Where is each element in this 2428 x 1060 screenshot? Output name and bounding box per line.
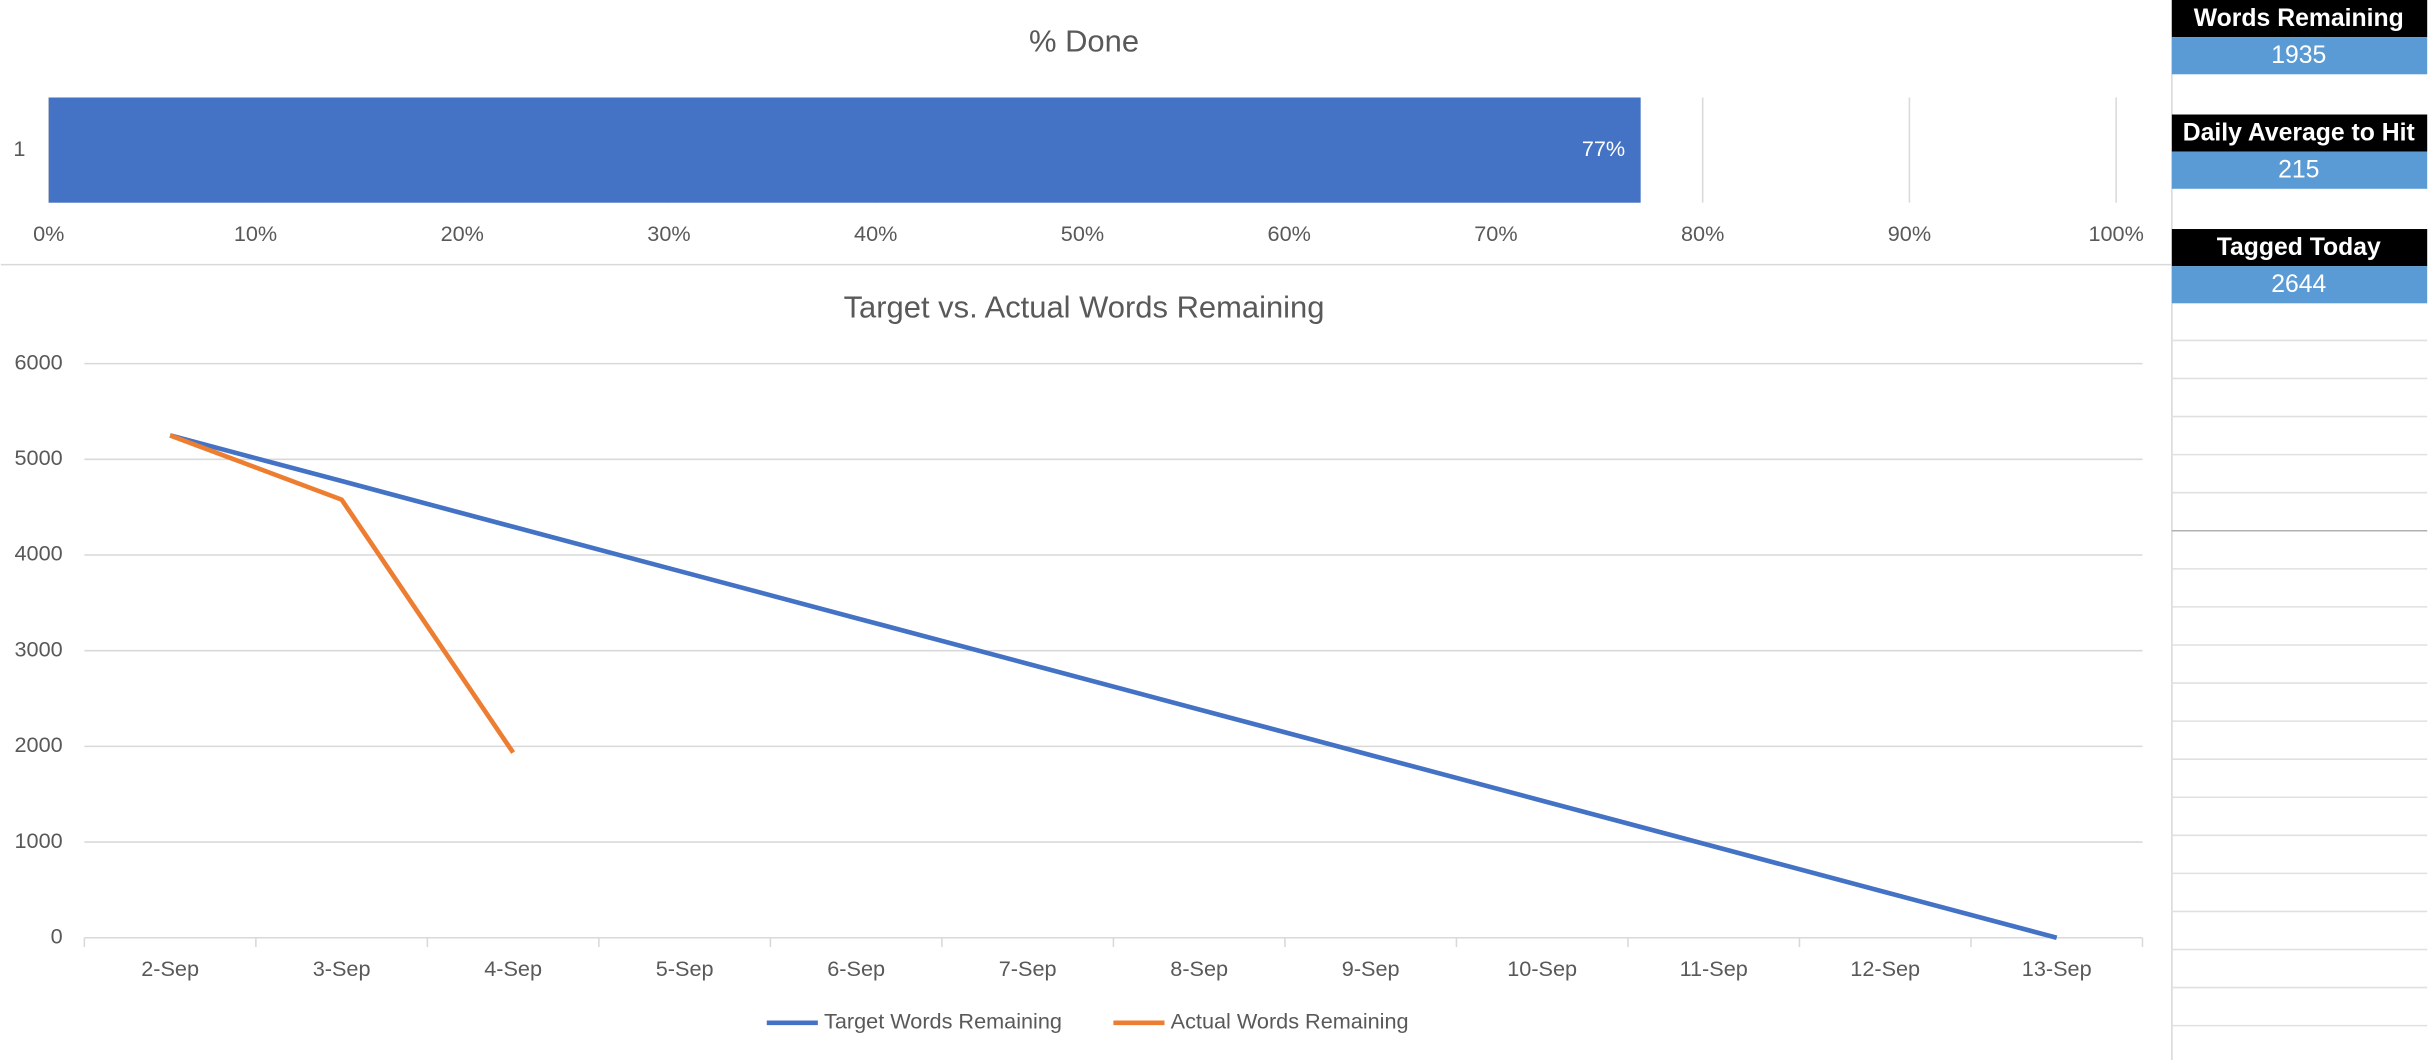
x-tick-label: 13-Sep (2022, 956, 2092, 981)
x-tick-label: 7-Sep (999, 956, 1057, 981)
x-tick-label: 5-Sep (656, 956, 714, 981)
x-tick-label: 30% (647, 221, 690, 246)
y-tick-label: 4000 (15, 541, 63, 566)
x-tick-label: 3-Sep (313, 956, 371, 981)
x-tick-label: 80% (1681, 221, 1724, 246)
header-text: Daily Average to Hit (2183, 119, 2415, 146)
x-tick-label: 0% (33, 221, 64, 246)
x-tick-label: 70% (1474, 221, 1517, 246)
bar (48, 97, 1641, 203)
x-tick-label: 60% (1268, 221, 1311, 246)
x-tick-label: 12-Sep (1850, 956, 1920, 981)
line-series (169, 433, 516, 754)
value-cell (2171, 151, 2428, 189)
data-label: 77% (1582, 136, 1625, 161)
legend-label: Target Words Remaining (824, 1009, 1062, 1034)
x-tick-label: 50% (1061, 221, 1104, 246)
chart-title: % Done (1029, 24, 1139, 59)
x-tick-label: 20% (441, 221, 484, 246)
header-text: Words Remaining (2194, 5, 2404, 32)
header-cell (2171, 229, 2428, 267)
header-cell (2171, 114, 2428, 152)
x-tick-label: 11-Sep (1680, 956, 1748, 981)
x-tick-label: 10-Sep (1507, 956, 1577, 981)
y-tick-label: 3000 (15, 636, 63, 661)
y-tick-label: 1000 (15, 828, 63, 853)
y-tick-label: 0 (51, 923, 63, 948)
x-tick-label: 4-Sep (484, 956, 542, 981)
y-tick-label: 5000 (15, 445, 63, 470)
x-tick-label: 90% (1888, 221, 1931, 246)
line-series (169, 433, 2058, 940)
value-cell (2171, 266, 2428, 304)
x-tick-label: 8-Sep (1170, 956, 1228, 981)
header-text: Tagged Today (2217, 234, 2381, 261)
x-tick-label: 6-Sep (827, 956, 885, 981)
x-tick-label: 100% (2088, 221, 2143, 246)
legend-label: Actual Words Remaining (1171, 1009, 1409, 1034)
header-cell (2171, 0, 2428, 38)
value-text: 1935 (2271, 42, 2326, 69)
y-tick-label: 2000 (15, 732, 63, 757)
x-tick-label: 40% (854, 221, 897, 246)
value-text: 2644 (2271, 271, 2326, 298)
x-tick-label: 10% (234, 221, 277, 246)
x-tick-label: 2-Sep (141, 956, 199, 981)
y-tick-label: 1 (13, 136, 25, 161)
y-tick-label: 6000 (15, 349, 63, 374)
x-tick-label: 9-Sep (1342, 956, 1400, 981)
value-text: 215 (2278, 157, 2319, 184)
chart-title: Target vs. Actual Words Remaining (844, 290, 1325, 325)
value-cell (2171, 37, 2428, 75)
